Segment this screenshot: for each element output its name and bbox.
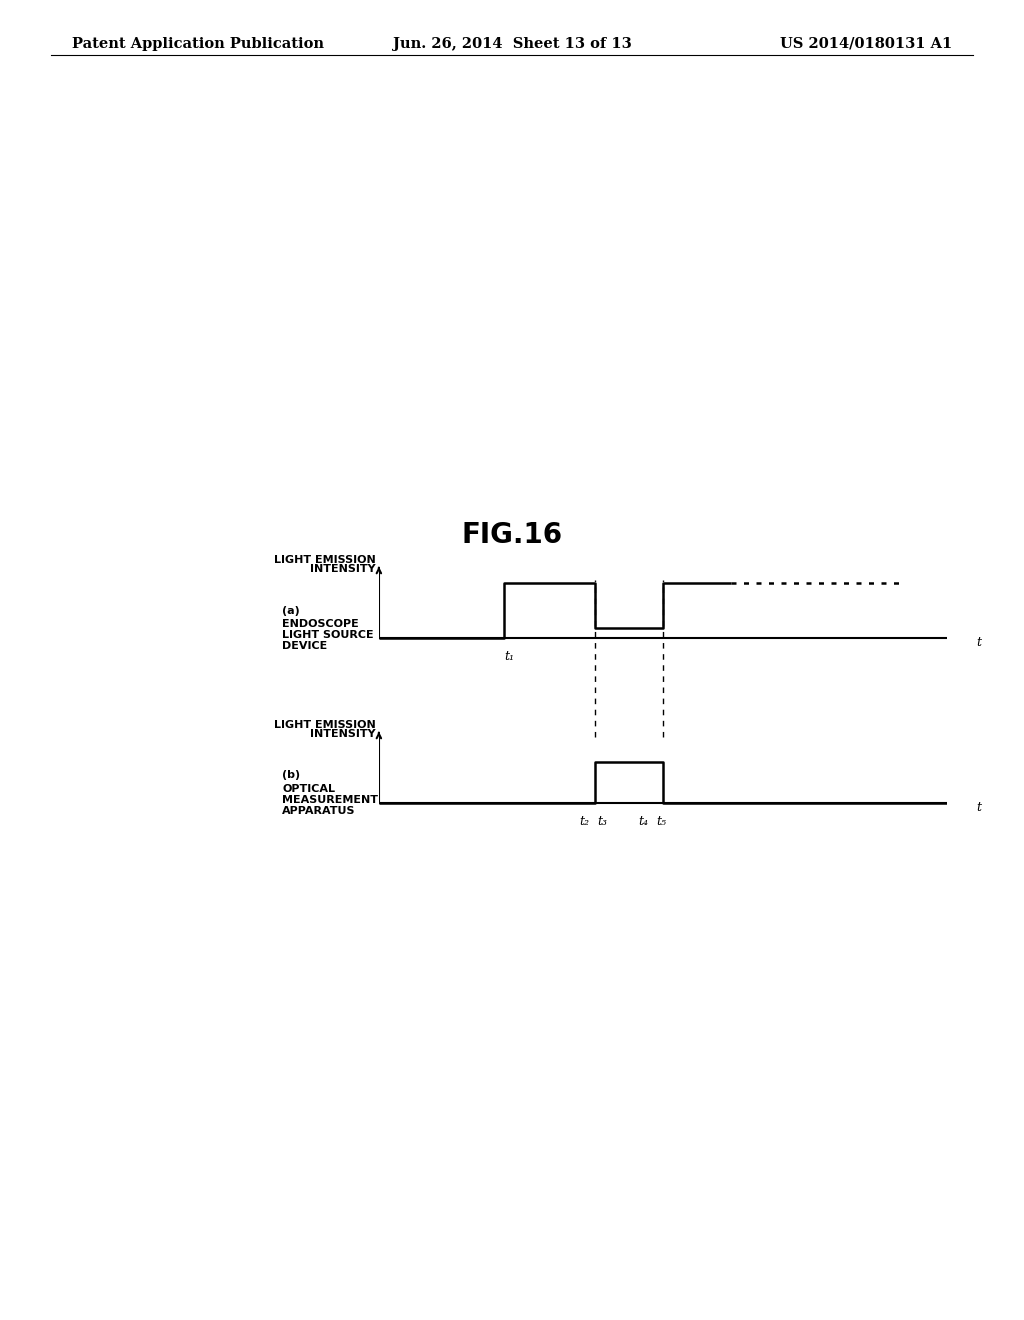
Text: t₅: t₅	[656, 814, 667, 828]
Text: t₂: t₂	[580, 814, 590, 828]
Text: FIG.16: FIG.16	[462, 520, 562, 549]
Text: t: t	[976, 801, 981, 814]
Text: ENDOSCOPE: ENDOSCOPE	[283, 619, 359, 630]
Text: t: t	[976, 636, 981, 649]
Text: t₄: t₄	[638, 814, 648, 828]
Text: t₃: t₃	[597, 814, 607, 828]
Text: OPTICAL: OPTICAL	[283, 784, 335, 795]
Text: LIGHT EMISSION: LIGHT EMISSION	[274, 554, 376, 565]
Text: MEASUREMENT: MEASUREMENT	[283, 795, 378, 805]
Text: INTENSITY: INTENSITY	[310, 729, 376, 739]
Text: INTENSITY: INTENSITY	[310, 564, 376, 574]
Text: LIGHT SOURCE: LIGHT SOURCE	[283, 630, 374, 640]
Text: LIGHT EMISSION: LIGHT EMISSION	[274, 719, 376, 730]
Text: t₁: t₁	[505, 651, 515, 663]
Text: APPARATUS: APPARATUS	[283, 807, 355, 816]
Text: DEVICE: DEVICE	[283, 642, 328, 651]
Text: US 2014/0180131 A1: US 2014/0180131 A1	[780, 37, 952, 51]
Text: (b): (b)	[283, 771, 300, 780]
Text: Patent Application Publication: Patent Application Publication	[72, 37, 324, 51]
Text: (a): (a)	[283, 606, 300, 615]
Text: Jun. 26, 2014  Sheet 13 of 13: Jun. 26, 2014 Sheet 13 of 13	[392, 37, 632, 51]
